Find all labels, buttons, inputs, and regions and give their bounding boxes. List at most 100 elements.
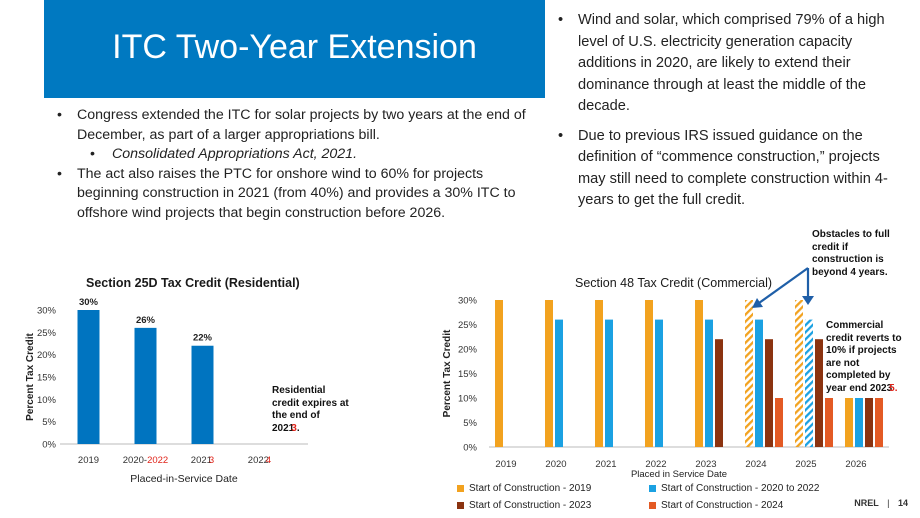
bar — [545, 300, 553, 447]
obstacles-note: Obstacles to full credit if construction… — [812, 229, 890, 279]
x-axis-title: Placed in Service Date — [631, 469, 727, 480]
x-tick-correction: 2022 — [147, 455, 168, 466]
title-banner: ITC Two-Year Extension — [44, 0, 545, 98]
x-tick-year: 2022 — [248, 455, 269, 466]
bar — [745, 300, 753, 447]
y-tick-label: 10% — [458, 394, 478, 405]
bullet-item: The act also raises the PTC for onshore … — [57, 165, 547, 224]
footer-org: NREL — [854, 498, 879, 508]
y-tick-label: 30% — [37, 306, 57, 317]
bar — [875, 398, 883, 447]
data-label: 30% — [79, 297, 99, 308]
legend-swatch — [457, 485, 464, 492]
x-tick-label: 2025 — [795, 459, 816, 470]
bar — [595, 300, 603, 447]
y-tick-label: 0% — [42, 440, 56, 451]
residential-chart-title: Section 25D Tax Credit (Residential) — [86, 276, 300, 290]
bar — [715, 339, 723, 447]
bar — [695, 300, 703, 447]
note-year-correction: 3 — [291, 422, 297, 434]
note-line: completed by — [826, 370, 891, 382]
bar — [645, 300, 653, 447]
bar — [655, 319, 663, 447]
x-tick-label: 2024 — [745, 459, 766, 470]
y-tick-label: 5% — [463, 418, 477, 429]
bar — [815, 339, 823, 447]
y-tick-label: 15% — [458, 369, 478, 380]
legend-label: Start of Construction - 2023 — [469, 500, 592, 511]
note-line: credit reverts to — [826, 332, 902, 344]
x-tick-year: 2019 — [78, 455, 99, 466]
pointer-arrow — [758, 267, 809, 304]
sub-bullet-item: Consolidated Appropriations Act, 2021. — [57, 145, 547, 165]
legend-swatch — [649, 502, 656, 509]
bar — [77, 310, 100, 444]
bar — [825, 398, 833, 447]
note-line: Residential — [272, 385, 326, 396]
x-tick-label: 2023 — [695, 459, 716, 470]
note-line: credit if — [812, 241, 849, 253]
y-tick-label: 20% — [458, 345, 478, 356]
x-axis-title: Placed-in-Service Date — [130, 473, 238, 485]
data-label: 22% — [193, 333, 213, 344]
residential-chart: 0%5%10%15%20%25%30%30%201926%2020-202222… — [25, 297, 308, 485]
x-tick-correction: 3 — [209, 455, 214, 466]
note-end: . — [894, 382, 898, 394]
left-bullet-list: Congress extended the ITC for solar proj… — [57, 106, 547, 223]
x-tick-year: 2021 — [191, 455, 212, 466]
x-tick-label: 20224 — [248, 455, 271, 466]
footer: NREL | 14 — [854, 498, 908, 508]
note-line: credit expires at — [272, 397, 349, 409]
y-tick-label: 5% — [42, 417, 56, 428]
note-year: 2023 — [869, 382, 893, 394]
note-end: . — [296, 422, 300, 434]
note-line: beyond 4 years. — [812, 266, 888, 278]
note-line: Commercial — [826, 320, 884, 331]
commercial-chart-title: Section 48 Tax Credit (Commercial) — [575, 276, 773, 290]
bar — [775, 398, 783, 447]
commercial-chart: 0% 5% 10% 15% 20% 25% 30% 2019 2020 2021 2022 2023 2… — [442, 267, 889, 480]
note-year-prefix: year end — [826, 382, 870, 394]
data-label: 26% — [136, 315, 156, 326]
bar — [855, 398, 863, 447]
page-number: 14 — [897, 498, 908, 508]
y-tick-label: 25% — [458, 320, 478, 331]
bar — [134, 327, 157, 444]
note-year-correction: 5 — [889, 382, 895, 394]
bar — [845, 398, 853, 447]
x-tick-label: 2021 — [595, 459, 616, 470]
legend-item: Start of Construction - 2023 — [457, 500, 591, 511]
right-bullet-list: Wind and solar, which comprised 79% of a… — [558, 10, 908, 212]
note-line: the end of — [272, 410, 320, 422]
bar — [805, 319, 813, 447]
x-tick-label: 2019 — [495, 459, 516, 470]
legend-item: Start of Construction - 2019 — [457, 483, 591, 494]
bar — [495, 300, 503, 447]
legend-label: Start of Construction - 2020 to 2022 — [661, 483, 820, 494]
legend-item: Start of Construction - 2024 — [649, 500, 783, 511]
slide-title: ITC Two-Year Extension — [112, 28, 477, 66]
bar — [605, 319, 613, 447]
reverts-note: Commercial credit reverts to 10% if proj… — [826, 320, 902, 396]
bar — [765, 339, 773, 447]
legend-label: Start of Construction - 2024 — [661, 500, 784, 511]
y-tick-label: 10% — [37, 395, 57, 406]
x-tick-year: 2020- — [123, 455, 147, 466]
y-tick-label: 25% — [37, 328, 57, 339]
note-line: are not — [826, 357, 860, 369]
bar — [191, 345, 214, 444]
pointer-arrowhead — [802, 296, 814, 305]
note-line: construction is — [812, 254, 884, 266]
y-tick-label: 15% — [37, 373, 57, 384]
y-tick-label: 30% — [458, 296, 478, 307]
y-tick-label: 20% — [37, 350, 57, 361]
bar — [555, 319, 563, 447]
legend-label: Start of Construction - 2019 — [469, 483, 592, 494]
x-tick-label: 2020-2022 — [123, 455, 168, 466]
x-tick-label: 2020 — [545, 459, 566, 470]
legend-swatch — [649, 485, 656, 492]
y-tick-label: 0% — [463, 443, 477, 454]
y-axis-title: Percent Tax Credit — [25, 333, 36, 421]
bar — [865, 398, 873, 447]
bar — [705, 319, 713, 447]
